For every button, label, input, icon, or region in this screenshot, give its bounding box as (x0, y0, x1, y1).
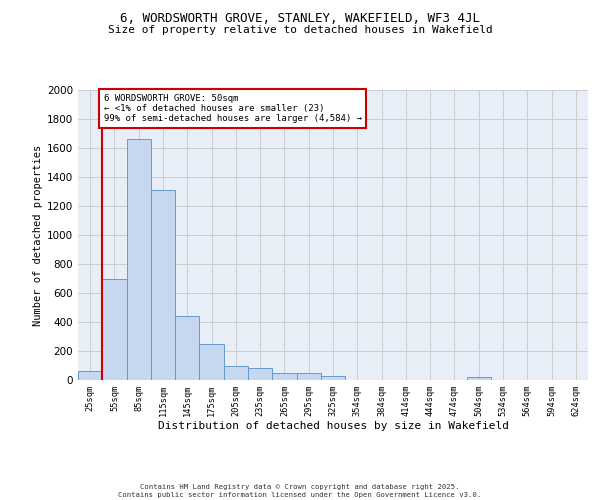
Text: Contains HM Land Registry data © Crown copyright and database right 2025.
Contai: Contains HM Land Registry data © Crown c… (118, 484, 482, 498)
Text: 6 WORDSWORTH GROVE: 50sqm
← <1% of detached houses are smaller (23)
99% of semi-: 6 WORDSWORTH GROVE: 50sqm ← <1% of detac… (104, 94, 361, 124)
Bar (199, 344, 224, 380)
Bar (102, 278, 127, 380)
Bar (467, 377, 491, 380)
Bar (78, 370, 102, 380)
Bar (321, 376, 345, 380)
Text: Size of property relative to detached houses in Wakefield: Size of property relative to detached ho… (107, 25, 493, 35)
X-axis label: Distribution of detached houses by size in Wakefield: Distribution of detached houses by size … (157, 420, 509, 430)
Bar (151, 190, 175, 380)
Bar (175, 316, 199, 380)
Text: 6, WORDSWORTH GROVE, STANLEY, WAKEFIELD, WF3 4JL: 6, WORDSWORTH GROVE, STANLEY, WAKEFIELD,… (120, 12, 480, 26)
Bar (248, 368, 272, 380)
Bar (296, 373, 321, 380)
Bar (272, 373, 296, 380)
Bar (127, 140, 151, 380)
Y-axis label: Number of detached properties: Number of detached properties (33, 144, 43, 326)
Bar (224, 366, 248, 380)
